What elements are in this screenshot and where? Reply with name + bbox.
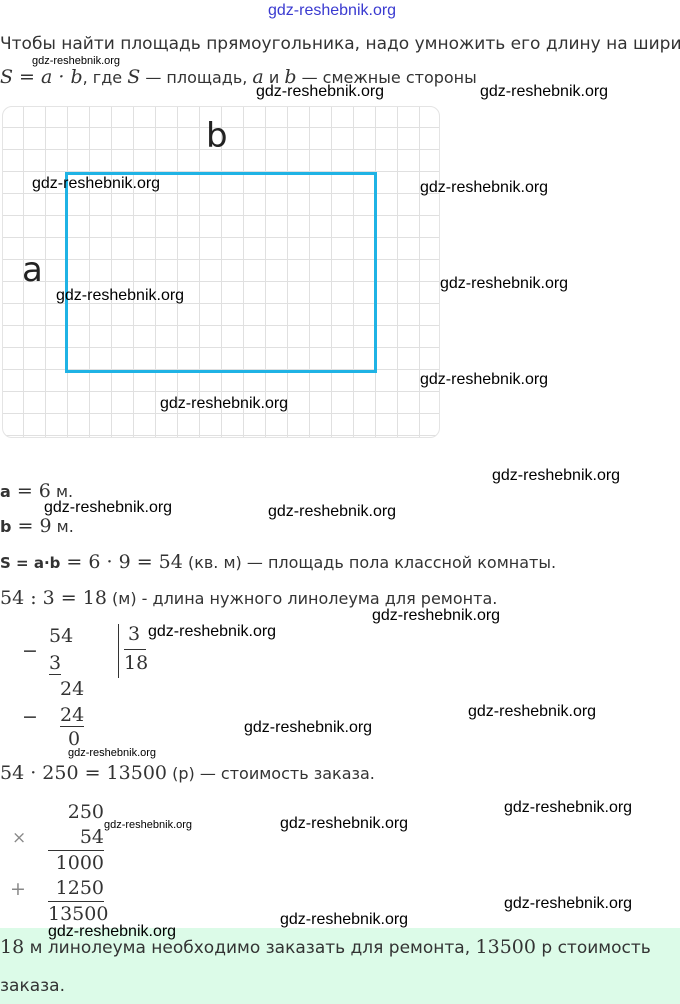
area-line: S = a·b = 6 · 9 = 54 (кв. м) — площадь п… <box>0 551 557 573</box>
watermark-top: gdz-reshebnik.org <box>268 2 397 19</box>
label-a: a <box>22 250 43 290</box>
divisor: 3 <box>128 623 141 645</box>
plus-sign: + <box>10 878 26 900</box>
answer-line-1: 18 м линолеума необходимо заказать для р… <box>0 936 651 958</box>
watermark: gdz-reshebnik.org <box>32 175 161 192</box>
grid-figure <box>2 106 440 438</box>
watermark: gdz-reshebnik.org <box>492 467 621 484</box>
quotient-line <box>124 649 146 650</box>
subtrahend-1: 3 <box>49 652 62 675</box>
b-value: b = 9 м. <box>0 515 74 537</box>
watermark: gdz-reshebnik.org <box>372 607 501 624</box>
watermark: gdz-reshebnik.org <box>148 623 277 640</box>
answer-line-2: заказа. <box>0 976 66 996</box>
watermark: gdz-reshebnik.org <box>504 799 633 816</box>
formula-line: S = a · b, где S — площадь, a и b — смеж… <box>0 66 477 88</box>
minus-sign: − <box>22 640 38 662</box>
watermark: gdz-reshebnik.org <box>480 83 609 100</box>
answer-box <box>0 928 680 1004</box>
a-value: a = 6 м. <box>0 480 74 502</box>
division-bar <box>118 624 119 678</box>
watermark: gdz-reshebnik.org <box>420 371 549 388</box>
watermark: gdz-reshebnik.org <box>68 747 157 759</box>
division-line: 54 : 3 = 18 (м) - длина нужного линолеум… <box>0 587 498 609</box>
watermark: gdz-reshebnik.org <box>280 815 409 832</box>
watermark: gdz-reshebnik.org <box>48 923 177 940</box>
minus-sign-2: − <box>22 706 38 728</box>
quotient: 18 <box>124 652 149 674</box>
watermark: gdz-reshebnik.org <box>44 499 173 516</box>
watermark: gdz-reshebnik.org <box>468 703 597 720</box>
watermark: gdz-reshebnik.org <box>440 275 569 292</box>
watermark: gdz-reshebnik.org <box>32 55 121 67</box>
watermark: gdz-reshebnik.org <box>256 83 385 100</box>
multiplication-line: 54 · 250 = 13500 (р) — стоимость заказа. <box>0 762 375 784</box>
watermark: gdz-reshebnik.org <box>504 895 633 912</box>
subtrahend-2: 24 <box>60 704 85 727</box>
watermark: gdz-reshebnik.org <box>104 819 193 831</box>
watermark: gdz-reshebnik.org <box>280 911 409 928</box>
dividend: 54 <box>49 625 74 647</box>
watermark: gdz-reshebnik.org <box>244 719 373 736</box>
rectangle <box>65 172 377 373</box>
label-b: b <box>206 116 228 156</box>
times-sign: × <box>12 828 27 848</box>
watermark: gdz-reshebnik.org <box>160 395 289 412</box>
remainder-2: 0 <box>68 728 81 750</box>
remainder-1: 24 <box>60 678 85 700</box>
column-multiplication: 250 54 1000 1250 13500 <box>48 801 109 925</box>
watermark: gdz-reshebnik.org <box>420 179 549 196</box>
watermark: gdz-reshebnik.org <box>268 503 397 520</box>
intro-line: Чтобы найти площадь прямоугольника, надо… <box>0 34 680 54</box>
watermark: gdz-reshebnik.org <box>56 287 185 304</box>
